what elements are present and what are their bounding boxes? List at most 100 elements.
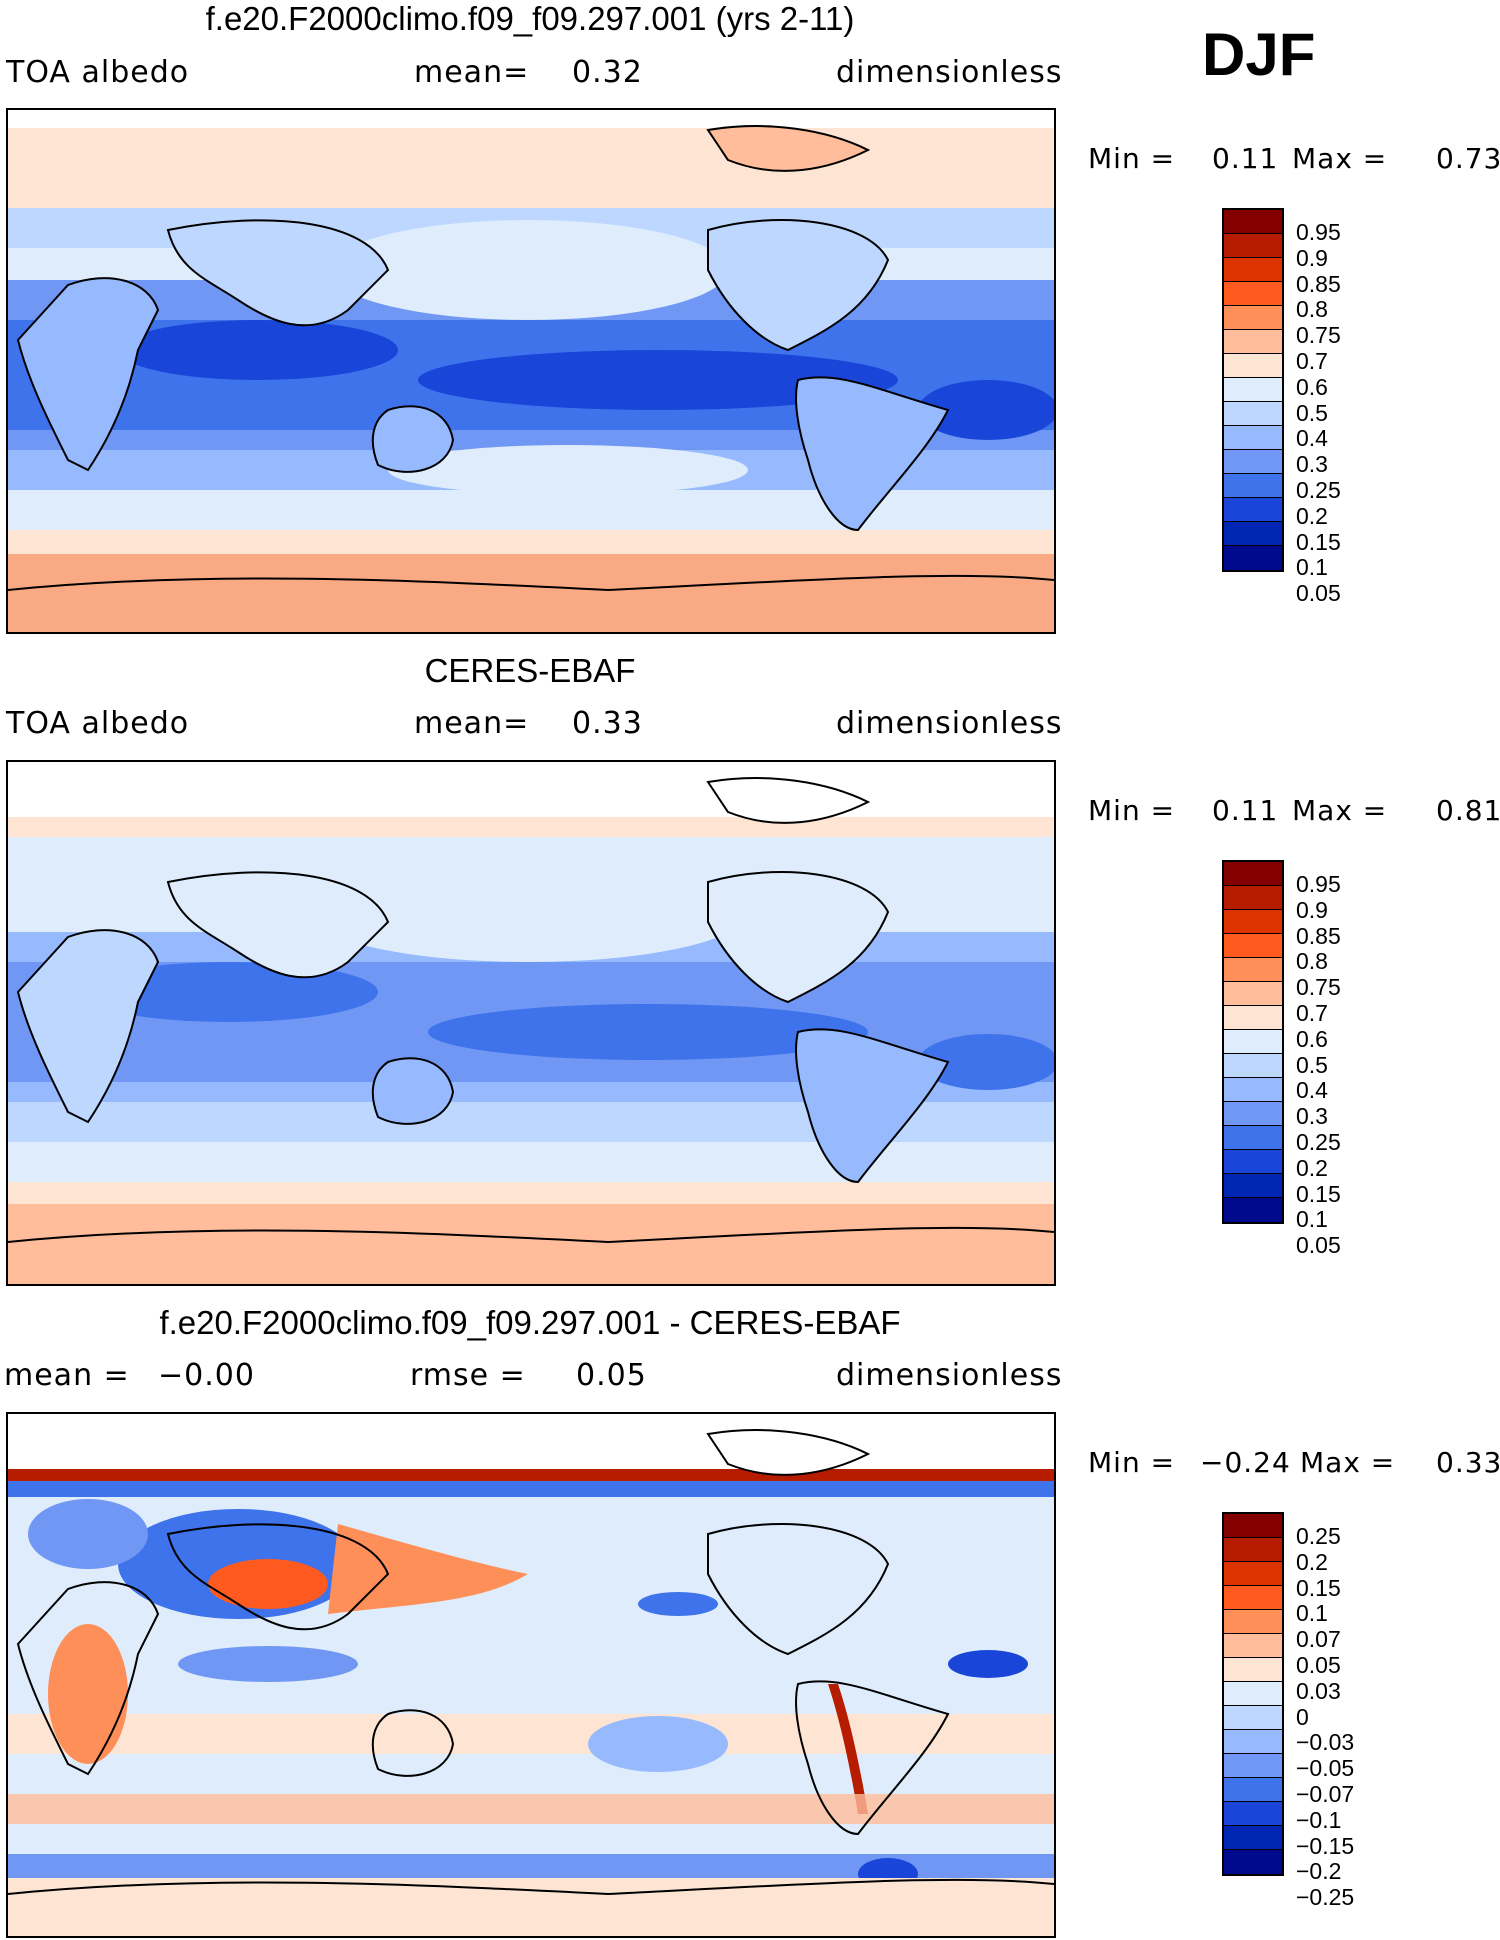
panel3-min-label: Min = bbox=[1088, 1446, 1176, 1479]
colorbar-tick-label: 0.25 bbox=[1296, 476, 1341, 503]
colorbar-tick-label: −0.2 bbox=[1296, 1858, 1342, 1885]
colorbar-segment bbox=[1224, 1610, 1282, 1634]
colorbar-tick-label: 0.05 bbox=[1296, 1651, 1341, 1678]
colorbar-tick-label: 0.95 bbox=[1296, 871, 1341, 897]
colorbar-tick-label: 0.1 bbox=[1296, 554, 1328, 581]
colorbar-segment bbox=[1224, 1754, 1282, 1778]
colorbar-segment bbox=[1224, 1174, 1282, 1198]
colorbar-tick-label: 0.07 bbox=[1296, 1626, 1341, 1653]
panel3-title: f.e20.F2000climo.f09_f09.297.001 - CERES… bbox=[159, 1304, 901, 1341]
panel1-colorbar-labels: 0.95 0.9 0.85 0.8 0.75 0.7 0.6 0.5 0.4 0.3 0.25 0.2… bbox=[1296, 219, 1341, 607]
panel1-title: f.e20.F2000climo.f09_f09.297.001 (yrs 2-… bbox=[205, 0, 855, 37]
colorbar-tick-label: 0 bbox=[1296, 1703, 1309, 1730]
colorbar-segment bbox=[1224, 1562, 1282, 1586]
panel2-mean-value: 0.33 bbox=[572, 706, 643, 741]
colorbar-tick-label: −0.25 bbox=[1296, 1884, 1355, 1911]
colorbar-segment bbox=[1224, 1730, 1282, 1754]
colorbar-tick-label: 0.95 bbox=[1296, 219, 1341, 245]
colorbar-tick-label: 0.9 bbox=[1296, 896, 1328, 923]
colorbar-segment bbox=[1224, 1850, 1282, 1874]
panel3-colorbar-labels: 0.25 0.2 0.15 0.1 0.07 0.05 0.03 0 −0.03 −0.05 −0.… bbox=[1296, 1523, 1355, 1911]
colorbar-segment bbox=[1224, 330, 1282, 354]
panel2-map bbox=[6, 760, 1056, 1286]
panel3-mean-label: mean = bbox=[4, 1358, 130, 1393]
colorbar-tick-label: 0.3 bbox=[1296, 451, 1328, 478]
colorbar-segment bbox=[1224, 982, 1282, 1006]
colorbar-tick-label: 0.4 bbox=[1296, 1077, 1328, 1104]
colorbar-segment bbox=[1224, 1006, 1282, 1030]
panel2-variable-label: TOA albedo bbox=[6, 706, 190, 741]
panel3-units: dimensionless bbox=[836, 1358, 1063, 1393]
panel2-min-value: 0.11 bbox=[1212, 794, 1279, 827]
colorbar-segment bbox=[1224, 1030, 1282, 1054]
panel1-max-label: Max = bbox=[1292, 142, 1388, 175]
colorbar-segment bbox=[1224, 1586, 1282, 1610]
panel2-map-canvas bbox=[8, 762, 1054, 1284]
colorbar-segment bbox=[1224, 498, 1282, 522]
panel1-variable-label: TOA albedo bbox=[6, 55, 190, 90]
colorbar-segment bbox=[1224, 1802, 1282, 1826]
colorbar-tick-label: 0.15 bbox=[1296, 528, 1341, 555]
panel2-max-label: Max = bbox=[1292, 794, 1388, 827]
colorbar-segment bbox=[1224, 1514, 1282, 1538]
panel1-map bbox=[6, 108, 1056, 634]
colorbar-tick-label: −0.1 bbox=[1296, 1806, 1342, 1833]
colorbar-segment bbox=[1224, 210, 1282, 234]
colorbar-tick-label: −0.15 bbox=[1296, 1832, 1355, 1859]
panel3-max-value: 0.33 bbox=[1436, 1446, 1500, 1479]
colorbar-segment bbox=[1224, 1126, 1282, 1150]
colorbar-segment bbox=[1224, 1078, 1282, 1102]
colorbar-segment bbox=[1224, 1198, 1282, 1222]
colorbar-tick-label: 0.85 bbox=[1296, 270, 1341, 297]
colorbar-tick-label: 0.1 bbox=[1296, 1600, 1328, 1627]
panel3-mean-value: −0.00 bbox=[158, 1358, 255, 1393]
colorbar-segment bbox=[1224, 474, 1282, 498]
colorbar-segment bbox=[1224, 1150, 1282, 1174]
colorbar-tick-label: 0.4 bbox=[1296, 425, 1328, 452]
colorbar-segment bbox=[1224, 934, 1282, 958]
panel1-mean-label: mean= bbox=[414, 55, 530, 90]
colorbar-tick-label: 0.25 bbox=[1296, 1128, 1341, 1155]
colorbar-segment bbox=[1224, 862, 1282, 886]
colorbar-segment bbox=[1224, 234, 1282, 258]
colorbar-tick-label: 0.75 bbox=[1296, 322, 1341, 349]
panel3-rmse-label: rmse = bbox=[410, 1358, 526, 1393]
panel1-min-label: Min = bbox=[1088, 142, 1176, 175]
colorbar-segment bbox=[1224, 1658, 1282, 1682]
panel2-colorbar-labels: 0.95 0.9 0.85 0.8 0.75 0.7 0.6 0.5 0.4 0.3 0.25 0.2… bbox=[1296, 871, 1341, 1259]
panel1-map-canvas bbox=[8, 110, 1054, 632]
colorbar-segment bbox=[1224, 886, 1282, 910]
panel3-rmse-value: 0.05 bbox=[576, 1358, 647, 1393]
panel1-max-value: 0.73 bbox=[1436, 142, 1500, 175]
colorbar-tick-label: 0.6 bbox=[1296, 373, 1328, 400]
colorbar-tick-label: 0.8 bbox=[1296, 948, 1328, 975]
panel2-min-label: Min = bbox=[1088, 794, 1176, 827]
colorbar-tick-label: 0.1 bbox=[1296, 1206, 1328, 1233]
panel3-max-label: Max = bbox=[1300, 1446, 1396, 1479]
colorbar-tick-label: 0.2 bbox=[1296, 502, 1328, 529]
colorbar-segment bbox=[1224, 1682, 1282, 1706]
colorbar-segment bbox=[1224, 546, 1282, 570]
colorbar-tick-label: −0.07 bbox=[1296, 1780, 1355, 1807]
panel1-mean-value: 0.32 bbox=[572, 55, 643, 90]
colorbar-segment bbox=[1224, 258, 1282, 282]
colorbar-segment bbox=[1224, 1634, 1282, 1658]
colorbar-tick-label: 0.7 bbox=[1296, 999, 1328, 1026]
panel2-mean-label: mean= bbox=[414, 706, 530, 741]
panel1-min-value: 0.11 bbox=[1212, 142, 1279, 175]
panel2-units: dimensionless bbox=[836, 706, 1063, 741]
panel2-max-value: 0.81 bbox=[1436, 794, 1500, 827]
colorbar-segment bbox=[1224, 522, 1282, 546]
colorbar-tick-label: 0.3 bbox=[1296, 1103, 1328, 1130]
colorbar-tick-label: 0.25 bbox=[1296, 1523, 1341, 1549]
colorbar-segment bbox=[1224, 1538, 1282, 1562]
colorbar-segment bbox=[1224, 378, 1282, 402]
panel3-map bbox=[6, 1412, 1056, 1938]
panel3-colorbar bbox=[1222, 1512, 1284, 1876]
panel3-min-value: −0.24 bbox=[1200, 1446, 1291, 1479]
colorbar-segment bbox=[1224, 450, 1282, 474]
colorbar-tick-label: 0.15 bbox=[1296, 1574, 1341, 1601]
colorbar-segment bbox=[1224, 958, 1282, 982]
colorbar-segment bbox=[1224, 1102, 1282, 1126]
colorbar-tick-label: 0.05 bbox=[1296, 580, 1341, 607]
